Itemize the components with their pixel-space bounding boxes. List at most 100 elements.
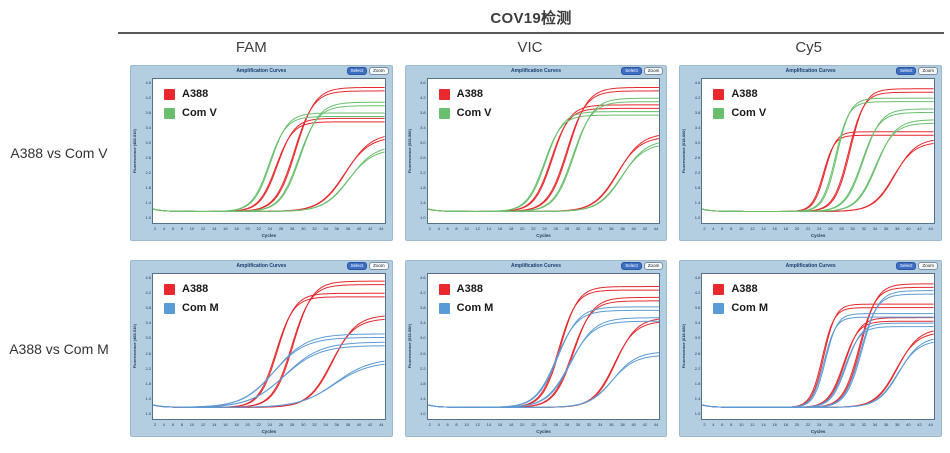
- plot-window-title: Amplification Curves: [236, 68, 287, 74]
- x-tick-label: 12: [200, 422, 206, 427]
- legend-swatch-a388: [438, 88, 450, 100]
- x-tick-label: 22: [805, 226, 811, 231]
- x-tick-label: 30: [301, 422, 306, 427]
- legend-swatch-a388: [164, 283, 175, 295]
- legend: A388 Com V: [164, 88, 217, 119]
- amplification-curves-svg: [153, 274, 385, 419]
- y-tick-label: 1.0: [694, 410, 701, 416]
- x-tick-label: 8: [730, 226, 733, 231]
- y-tick-label: 3.4: [694, 125, 701, 130]
- curve-a388: [153, 316, 385, 407]
- x-tick-label: 18: [508, 226, 514, 231]
- curve-a388: [428, 319, 660, 407]
- x-tick-label: 36: [609, 226, 614, 231]
- x-tick-label: 30: [850, 226, 855, 231]
- plot-canvas-fam-a388-vs-com-v: A388 Com V: [152, 78, 386, 224]
- x-tick-label: 28: [289, 226, 295, 231]
- x-tick-label: 24: [817, 422, 822, 427]
- legend-entry-a388: A388: [438, 283, 494, 295]
- curve-a388: [702, 318, 934, 408]
- plot-toolbar: Select Zoom: [621, 67, 664, 75]
- amplification-curves-svg: [153, 79, 385, 223]
- x-tick-label: 20: [245, 226, 250, 231]
- y-tick-label: 3.0: [145, 140, 151, 145]
- y-tick-label: 2.2: [420, 170, 426, 175]
- x-axis-title: Cycles: [536, 429, 551, 434]
- select-button[interactable]: Select: [895, 67, 917, 75]
- curve-com-v: [153, 113, 385, 211]
- y-tick-label: 3.4: [420, 125, 426, 130]
- x-tick-label: 22: [256, 226, 261, 231]
- y-tick-label: 1.8: [420, 380, 426, 386]
- y-tick-label: 4.6: [694, 275, 701, 280]
- x-axis-ticks: 2 4 6 8 10 12 14 16 18 20 22 24 26 28 30 32 34 36 38 40 42 44: [703, 422, 933, 427]
- zoom-button[interactable]: Zoom: [369, 262, 389, 270]
- plot-window-title: Amplification Curves: [510, 263, 561, 269]
- curve-a388: [702, 308, 934, 408]
- select-button[interactable]: Select: [621, 262, 642, 270]
- curve-com-m: [702, 317, 934, 407]
- y-tick-label: 3.0: [694, 335, 701, 341]
- y-tick-label: 3.4: [694, 320, 701, 326]
- x-tick-label: 34: [872, 422, 878, 427]
- select-button[interactable]: Select: [895, 262, 917, 270]
- zoom-button[interactable]: Zoom: [369, 67, 389, 75]
- select-button[interactable]: Select: [346, 262, 368, 270]
- x-tick-label: 6: [171, 226, 175, 231]
- y-tick-label: 1.4: [694, 200, 701, 205]
- x-tick-label: 14: [211, 226, 217, 231]
- x-tick-label: 14: [486, 226, 492, 231]
- legend: A388 Com M: [438, 283, 494, 314]
- select-button[interactable]: Select: [621, 67, 642, 75]
- curve-com-m: [702, 314, 934, 408]
- legend-label: A388: [182, 88, 209, 100]
- legend-label: A388: [182, 283, 209, 295]
- x-tick-label: 6: [171, 422, 175, 427]
- legend-entry-a388: A388: [164, 283, 219, 295]
- curve-com-m: [702, 327, 934, 408]
- x-axis-ticks: 2 4 6 8 10 12 14 16 18 20 22 24 26 28 30 32 34 36 38 40 42 44: [154, 422, 384, 427]
- x-tick-label: 10: [189, 422, 195, 427]
- plot-panel-cy5-a388-vs-com-v: Amplification Curves Select Zoom Fluorescen…: [679, 65, 942, 241]
- x-tick-label: 38: [894, 422, 900, 427]
- y-axis-ticks: 4.6 4.2 3.8 3.4 3.0 2.6 2.2 1.8 1.4 1.0: [413, 275, 426, 416]
- plot-canvas-fam-a388-vs-com-m: A388 Com M: [152, 273, 386, 420]
- y-tick-label: 2.6: [420, 155, 426, 160]
- x-tick-label: 32: [861, 422, 867, 427]
- x-tick-label: 36: [334, 422, 339, 427]
- row-label-a388-vs-com-v: A388 vs Com V: [10, 145, 108, 161]
- x-tick-label: 42: [917, 226, 922, 231]
- plots-grid: A388 vs Com V Amplification Curves Select Z…: [0, 65, 942, 437]
- y-tick-label: 1.8: [694, 380, 701, 386]
- x-tick-label: 8: [455, 422, 458, 427]
- x-tick-label: 24: [817, 226, 822, 231]
- zoom-button[interactable]: Zoom: [643, 67, 664, 75]
- legend-swatch-com-m: [164, 302, 175, 314]
- x-tick-label: 32: [586, 422, 592, 427]
- zoom-button[interactable]: Zoom: [918, 262, 938, 270]
- y-tick-label: 1.8: [694, 185, 701, 190]
- x-tick-label: 16: [497, 422, 503, 427]
- zoom-button[interactable]: Zoom: [643, 262, 664, 270]
- legend-entry-com-v: Com V: [164, 107, 217, 119]
- x-tick-label: 8: [730, 422, 733, 427]
- y-axis-ticks: 4.6 4.2 3.8 3.4 3.0 2.6 2.2 1.8 1.4 1.0: [687, 80, 701, 220]
- y-tick-label: 3.4: [145, 320, 151, 326]
- zoom-button[interactable]: Zoom: [918, 67, 938, 75]
- select-button[interactable]: Select: [346, 67, 368, 75]
- x-tick-label: 42: [367, 422, 373, 427]
- x-tick-label: 34: [872, 226, 878, 231]
- x-tick-label: 38: [620, 422, 625, 427]
- x-tick-label: 34: [323, 226, 328, 231]
- x-tick-label: 4: [162, 226, 166, 231]
- x-tick-label: 22: [805, 422, 811, 427]
- x-tick-label: 6: [721, 226, 724, 231]
- x-tick-label: 12: [475, 422, 480, 427]
- y-axis-label-text: Fluorescence (533-580): [406, 324, 412, 369]
- x-tick-label: 40: [906, 422, 911, 427]
- curve-a388: [428, 138, 660, 211]
- x-tick-label: 8: [455, 226, 458, 231]
- y-tick-label: 3.4: [420, 320, 426, 326]
- y-axis-label: Fluorescence (465-510): [131, 78, 138, 224]
